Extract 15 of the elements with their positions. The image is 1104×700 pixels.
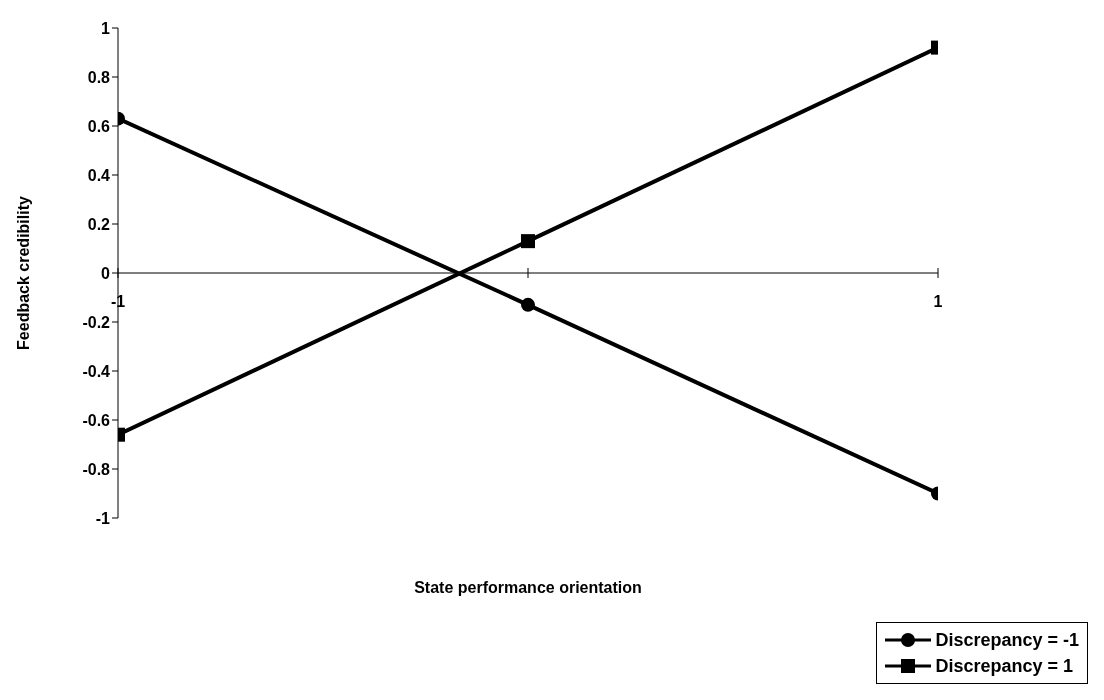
y-tick-label: 0.4: [87, 166, 111, 184]
y-tick-label: -0.2: [82, 313, 111, 331]
y-tick-label: -0.4: [82, 362, 111, 380]
y-tick-label: -1: [95, 509, 111, 527]
legend-label: Discrepancy = 1: [935, 655, 1074, 678]
y-tick-label: -0.8: [82, 460, 111, 478]
y-tick-label: -0.6: [82, 411, 111, 429]
y-tick-label: 0: [101, 264, 111, 282]
y-tick-label: 0.8: [87, 68, 111, 86]
y-axis-title: Feedback credibility: [14, 195, 32, 350]
y-tick-label: 1: [101, 19, 111, 37]
y-tick-label: 0.2: [87, 215, 111, 233]
y-tick-label: 0.6: [87, 117, 111, 135]
x-axis-title: State performance orientation: [414, 579, 642, 596]
legend-label: Discrepancy = -1: [935, 629, 1079, 652]
